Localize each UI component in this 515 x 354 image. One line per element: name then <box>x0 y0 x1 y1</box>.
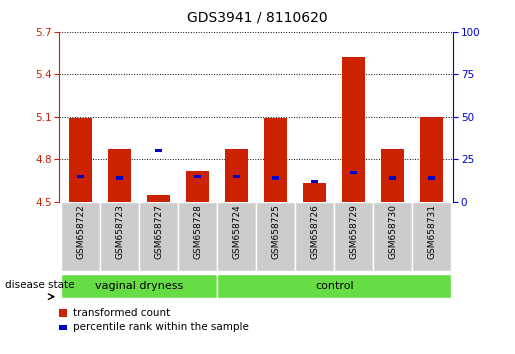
Bar <box>373 202 412 271</box>
Text: disease state: disease state <box>5 280 75 290</box>
Bar <box>139 202 178 271</box>
Bar <box>334 202 373 271</box>
Bar <box>69 118 92 202</box>
Bar <box>61 202 100 271</box>
Bar <box>295 202 334 271</box>
Bar <box>381 149 404 202</box>
Text: transformed count: transformed count <box>73 308 170 318</box>
Bar <box>61 274 217 298</box>
Text: GSM658723: GSM658723 <box>115 204 124 259</box>
Bar <box>264 118 287 202</box>
Text: GSM658725: GSM658725 <box>271 204 280 259</box>
Bar <box>389 176 396 179</box>
Bar <box>217 202 256 271</box>
Bar <box>225 149 248 202</box>
Bar <box>195 175 201 178</box>
Bar <box>178 202 217 271</box>
Bar <box>116 176 123 179</box>
Bar <box>272 176 279 179</box>
Bar <box>147 195 170 202</box>
Text: GSM658731: GSM658731 <box>427 204 436 259</box>
Bar <box>186 171 210 202</box>
Bar <box>256 202 295 271</box>
Text: GSM658730: GSM658730 <box>388 204 397 259</box>
Bar <box>428 176 435 179</box>
Text: vaginal dryness: vaginal dryness <box>95 281 183 291</box>
Bar <box>108 149 131 202</box>
Bar <box>303 183 327 202</box>
Text: GSM658728: GSM658728 <box>193 204 202 259</box>
Bar <box>77 175 84 178</box>
Text: GSM658726: GSM658726 <box>310 204 319 259</box>
Text: GSM658722: GSM658722 <box>76 204 85 259</box>
Bar <box>342 57 366 202</box>
Text: control: control <box>315 281 353 291</box>
Bar <box>350 171 357 175</box>
Bar <box>100 202 139 271</box>
Text: percentile rank within the sample: percentile rank within the sample <box>73 322 249 332</box>
Bar <box>156 149 162 152</box>
Bar <box>312 180 318 183</box>
Bar <box>217 274 451 298</box>
Text: GSM658727: GSM658727 <box>154 204 163 259</box>
Text: GDS3941 / 8110620: GDS3941 / 8110620 <box>187 11 328 25</box>
Text: GSM658724: GSM658724 <box>232 204 241 259</box>
Bar <box>412 202 451 271</box>
Bar <box>420 117 443 202</box>
Text: GSM658729: GSM658729 <box>349 204 358 259</box>
Bar <box>233 175 240 178</box>
